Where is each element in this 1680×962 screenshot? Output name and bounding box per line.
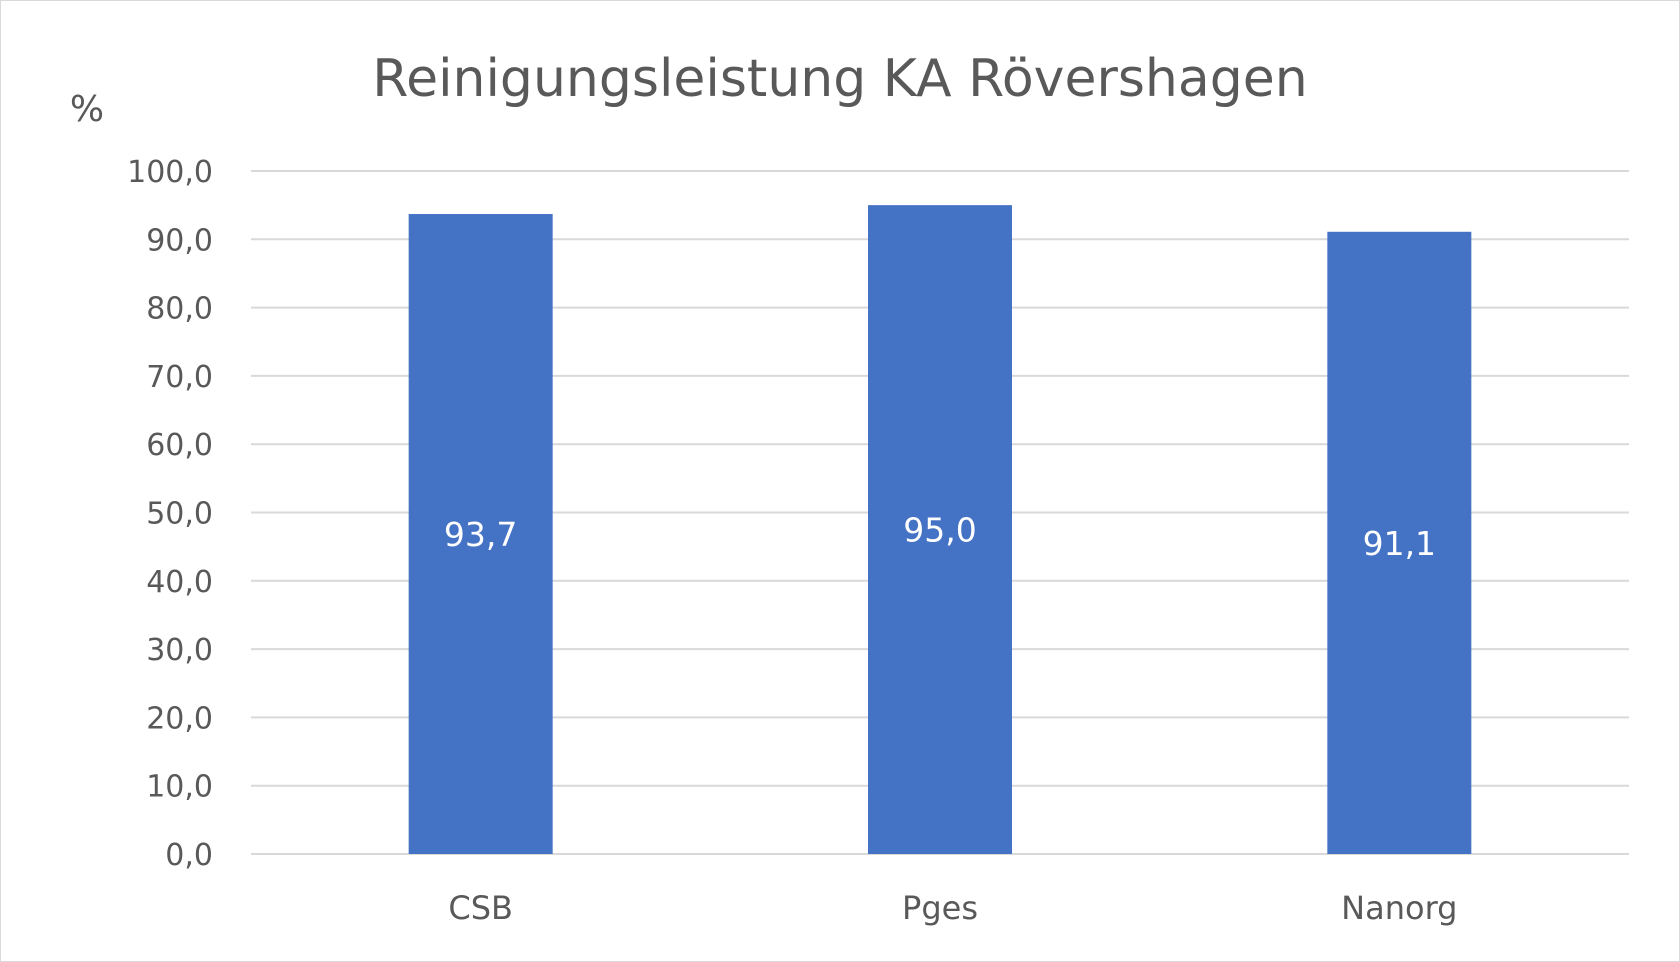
y-tick-label: 90,0 [146,223,213,258]
x-tick-label: Nanorg [1341,889,1457,927]
bar [1327,231,1472,855]
x-tick-label: Pges [902,889,978,927]
y-tick-label: 80,0 [146,292,213,327]
bars: 93,7 95,0 91,1 [408,205,1472,855]
y-tick-label: 60,0 [146,428,213,463]
y-tick-label: 20,0 [146,701,213,736]
bar [868,205,1012,854]
y-tick-label: 50,0 [146,497,213,532]
bar [408,214,553,855]
y-unit-label: % [70,89,104,130]
chart-title: Reinigungsleistung KA Rövershagen [372,49,1307,109]
x-axis-ticks: CSB Pges Nanorg [448,889,1457,927]
y-tick-label: 70,0 [146,360,213,395]
data-label: 91,1 [1363,524,1436,563]
y-tick-label: 0,0 [165,838,213,873]
y-tick-label: 10,0 [146,770,213,805]
data-label: 93,7 [444,515,517,554]
y-tick-label: 100,0 [127,155,213,190]
y-axis-ticks: 0,0 10,0 20,0 30,0 40,0 50,0 60,0 70,0 80,0 90,0 1… [127,155,213,873]
x-tick-label: CSB [448,889,513,927]
y-tick-label: 40,0 [146,565,213,600]
data-label: 95,0 [903,511,976,550]
y-tick-label: 30,0 [146,633,213,668]
